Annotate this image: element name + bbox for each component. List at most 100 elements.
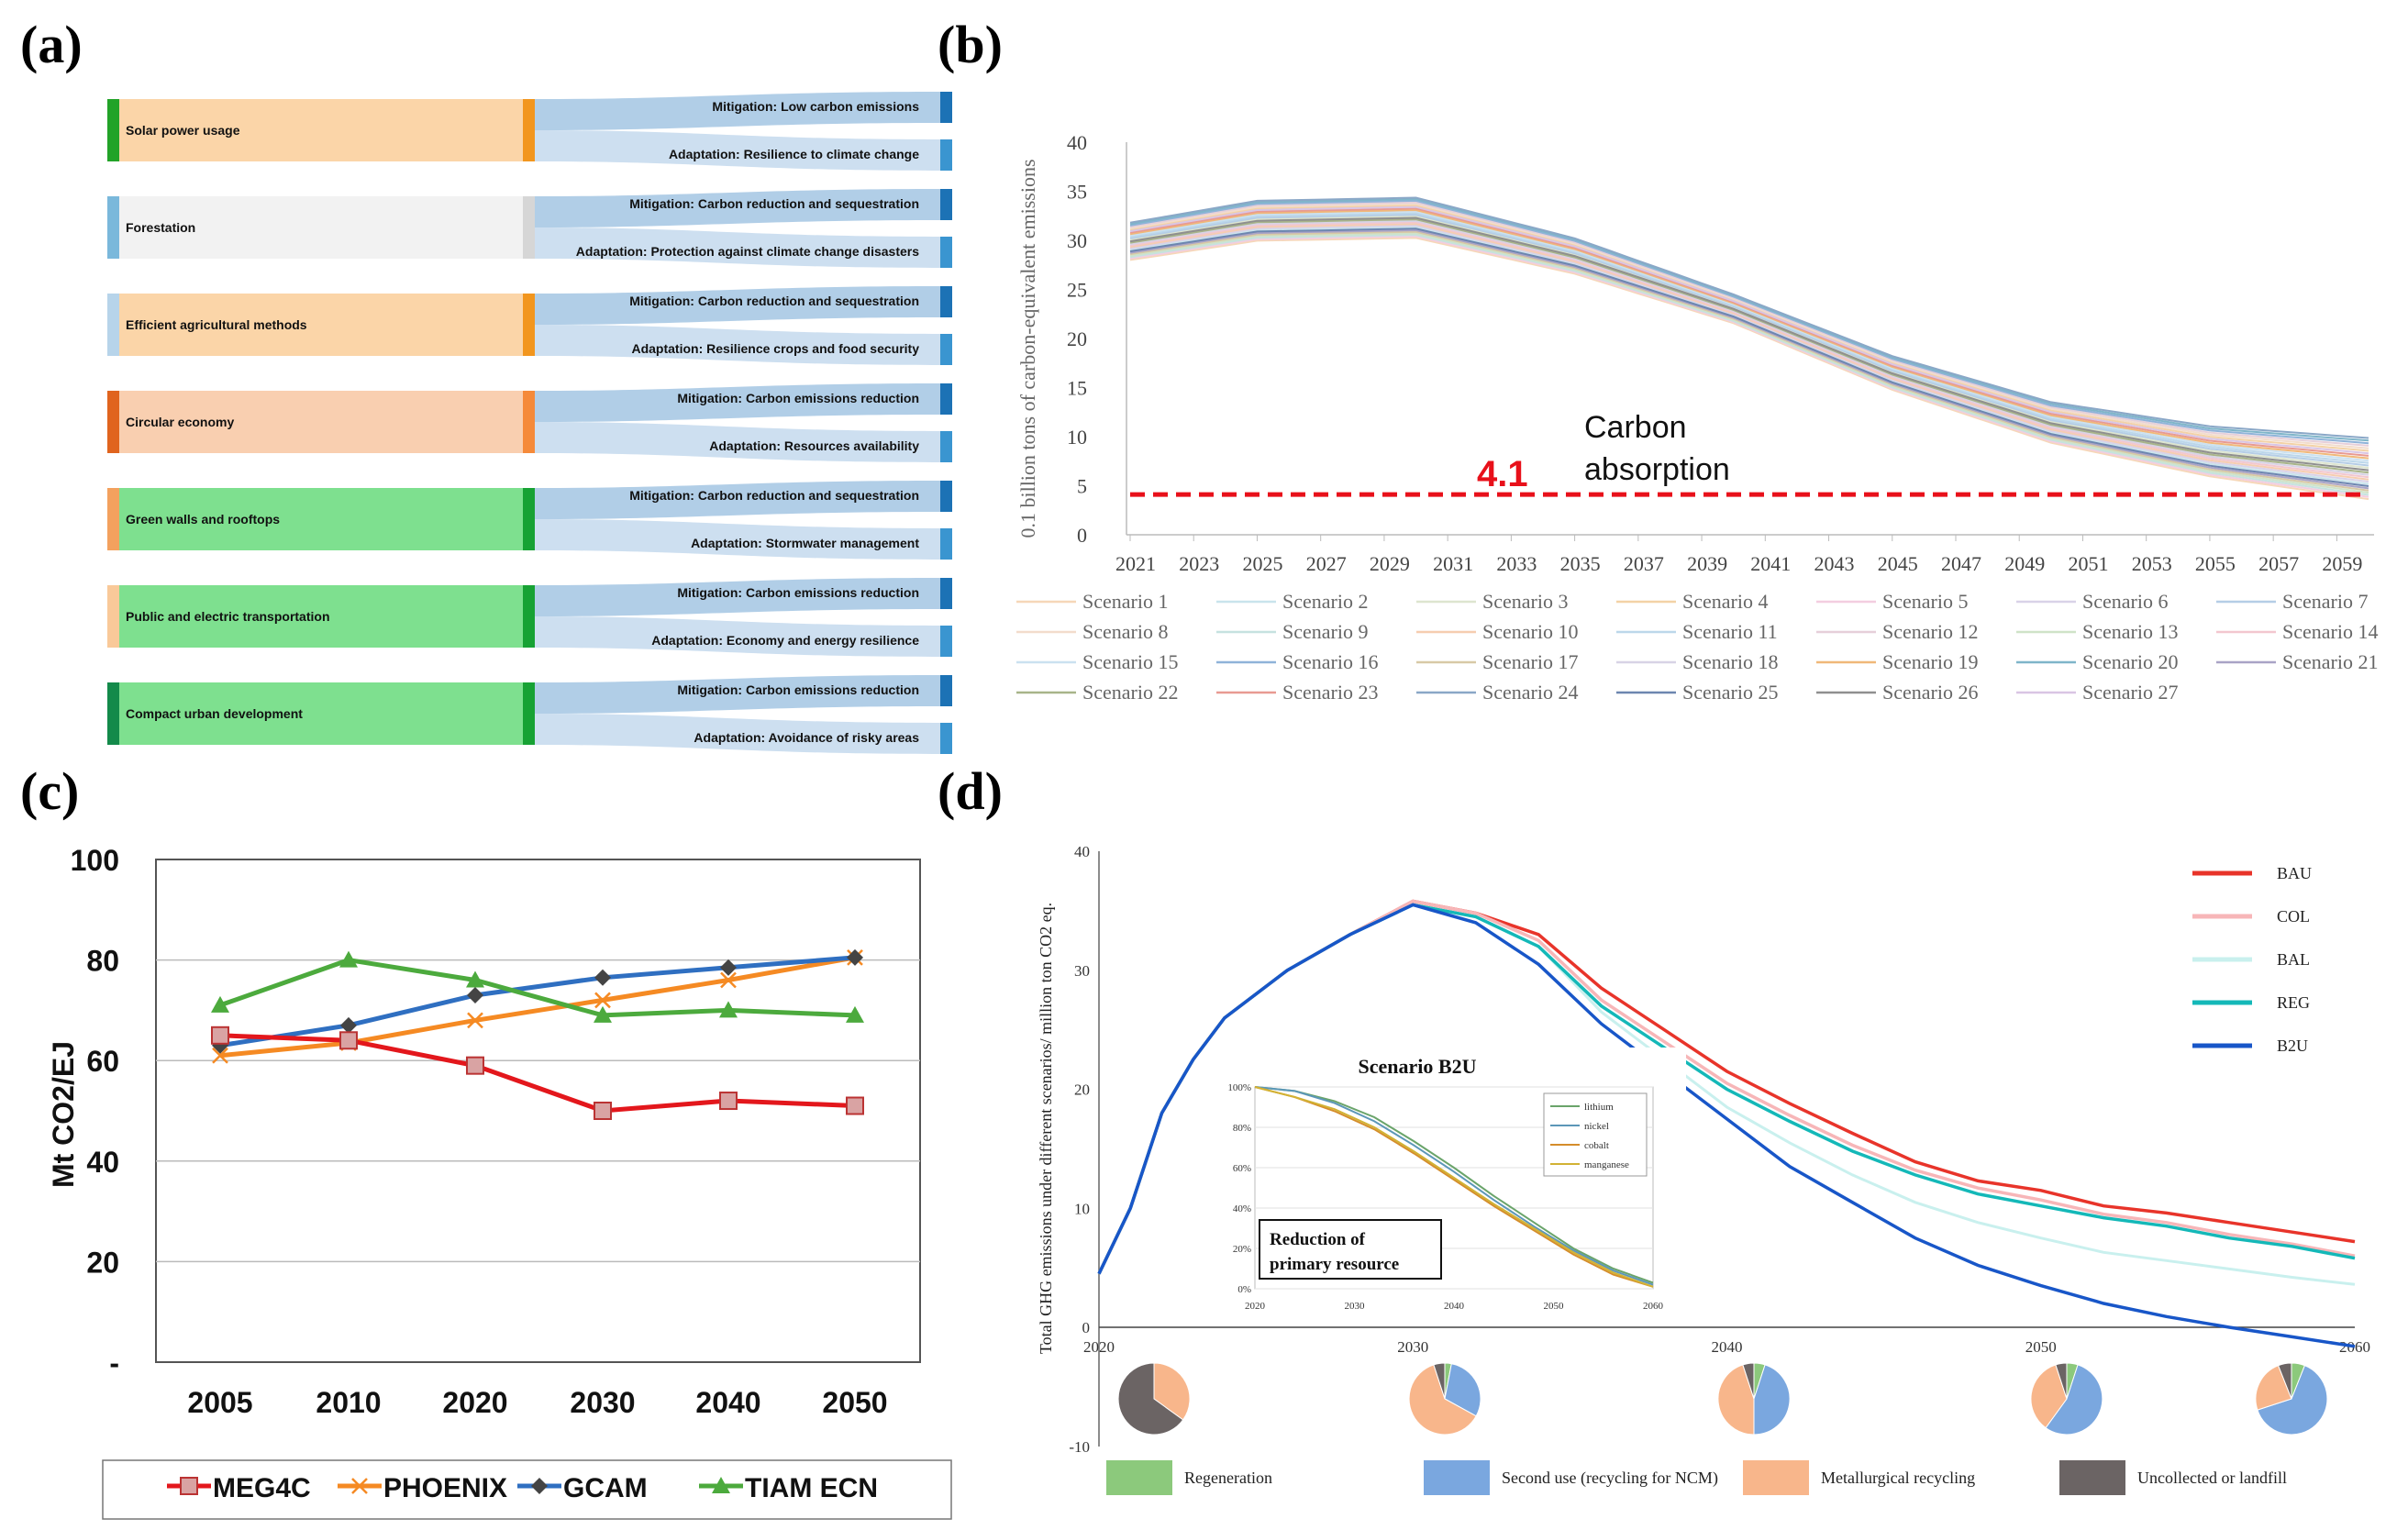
c-legend-label: TIAM ECN bbox=[745, 1473, 878, 1503]
legend-label-scenario-3: Scenario 3 bbox=[1482, 590, 1568, 613]
scenario-line-8 bbox=[1129, 203, 2369, 449]
panel-b-legend: Scenario 1 Scenario 2 Scenario 3 Scenario 4… bbox=[1016, 590, 2378, 704]
source-block-4 bbox=[119, 488, 523, 550]
inset-ytick: 20% bbox=[1233, 1244, 1251, 1255]
source-label-4: Green walls and rooftops bbox=[126, 512, 280, 527]
source-right-bar-2 bbox=[523, 294, 535, 356]
legend-label-scenario-22: Scenario 22 bbox=[1082, 681, 1178, 704]
target-bar-6-1 bbox=[940, 723, 952, 754]
scenario-line-11 bbox=[1129, 212, 2369, 464]
b-xtick: 2045 bbox=[1878, 552, 1918, 575]
b-ytick: 35 bbox=[1067, 181, 1087, 204]
legend-label-scenario-27: Scenario 27 bbox=[2082, 681, 2178, 704]
pie-2020-slice-2 bbox=[1153, 1362, 1191, 1421]
c-series-line-phoenix bbox=[219, 955, 856, 1059]
legend-label-scenario-12: Scenario 12 bbox=[1882, 620, 1978, 643]
target-bar-1-1 bbox=[940, 237, 952, 268]
b-xtick: 2021 bbox=[1115, 552, 1156, 575]
c-xtick: 2050 bbox=[822, 1386, 887, 1419]
scenario-line-27 bbox=[1129, 205, 2369, 455]
scenario-line-2 bbox=[1129, 226, 2369, 485]
c-ytick: 20 bbox=[86, 1246, 119, 1279]
c-point-tiam-ecn bbox=[719, 1001, 738, 1018]
d-ytick: 40 bbox=[1074, 843, 1090, 860]
legend-label-scenario-1: Scenario 1 bbox=[1082, 590, 1168, 613]
source-label-2: Efficient agricultural methods bbox=[126, 317, 307, 332]
target-bar-6-0 bbox=[940, 675, 952, 706]
c-legend-marker bbox=[531, 1478, 548, 1494]
flow-2-1 bbox=[535, 325, 940, 365]
c-point-gcam bbox=[594, 969, 611, 986]
b-ytick: 25 bbox=[1067, 279, 1087, 302]
source-bar-3 bbox=[107, 391, 119, 453]
pie-legend-swatch-0 bbox=[1106, 1460, 1172, 1495]
panel-d-pies bbox=[1117, 1362, 2328, 1436]
c-point-gcam bbox=[340, 1016, 357, 1034]
target-bar-2-0 bbox=[940, 286, 952, 317]
d-ytick: 10 bbox=[1074, 1200, 1090, 1217]
flow-5-1 bbox=[535, 616, 940, 657]
flow-3-1 bbox=[535, 422, 940, 462]
source-block-5 bbox=[119, 585, 523, 648]
pie-legend-label-3: Uncollected or landfill bbox=[2137, 1469, 2287, 1487]
c-xtick: 2010 bbox=[316, 1386, 381, 1419]
b-xtick: 2047 bbox=[1941, 552, 1981, 575]
panel-b-line-chart: 0.1 billion tons of carbon-equivalent em… bbox=[1016, 131, 2378, 704]
target-label-0-0: Mitigation: Low carbon emissions bbox=[712, 99, 919, 114]
source-bar-4 bbox=[107, 488, 119, 550]
legend-label-scenario-4: Scenario 4 bbox=[1682, 590, 1768, 613]
c-xtick: 2005 bbox=[187, 1386, 252, 1419]
scenario-line-3 bbox=[1129, 215, 2369, 469]
panel-d-y-axis-label: Total GHG emissions under different scen… bbox=[1037, 903, 1055, 1354]
scenario-line-14 bbox=[1129, 221, 2369, 479]
c-xtick: 2040 bbox=[695, 1386, 760, 1419]
scenario-line-15 bbox=[1129, 210, 2369, 462]
legend-label-scenario-17: Scenario 17 bbox=[1482, 650, 1578, 673]
pie-2030-slice-1 bbox=[1444, 1363, 1481, 1417]
c-point-meg4c bbox=[211, 1026, 229, 1045]
inset-xtick: 2030 bbox=[1345, 1301, 1366, 1312]
b-xtick: 2031 bbox=[1433, 552, 1473, 575]
c-legend-marker bbox=[712, 1477, 730, 1493]
scenario-line-21 bbox=[1129, 228, 2369, 490]
target-bar-3-0 bbox=[940, 383, 952, 415]
legend-label-scenario-23: Scenario 23 bbox=[1282, 681, 1378, 704]
pie-2030-slice-3 bbox=[1433, 1362, 1446, 1400]
scenario-line-26 bbox=[1129, 216, 2369, 471]
inset-xtick: 2020 bbox=[1245, 1301, 1266, 1312]
inset-ytick: 0% bbox=[1237, 1284, 1251, 1295]
scenario-line-4 bbox=[1129, 204, 2369, 452]
b-ytick: 0 bbox=[1077, 524, 1087, 547]
source-bar-1 bbox=[107, 196, 119, 259]
legend-label-scenario-11: Scenario 11 bbox=[1682, 620, 1778, 643]
annotation-carbon: Carbon bbox=[1584, 410, 1687, 445]
d-legend-label-bau: BAU bbox=[2277, 864, 2312, 882]
legend-label-scenario-15: Scenario 15 bbox=[1082, 650, 1178, 673]
scenario-line-25 bbox=[1129, 227, 2369, 487]
b-xtick: 2059 bbox=[2322, 552, 2362, 575]
legend-label-scenario-10: Scenario 10 bbox=[1482, 620, 1578, 643]
legend-label-scenario-14: Scenario 14 bbox=[2282, 620, 2378, 643]
source-block-3 bbox=[119, 391, 523, 453]
inset-line-cobalt bbox=[1254, 1086, 1654, 1288]
pie-2050-slice-3 bbox=[2055, 1362, 2068, 1400]
source-block-6 bbox=[119, 682, 523, 745]
target-label-1-1: Adaptation: Protection against climate c… bbox=[576, 244, 919, 259]
d-xtick: 2020 bbox=[1083, 1338, 1115, 1356]
inset-legend-label-nickel: nickel bbox=[1584, 1121, 1609, 1132]
c-series-line-gcam bbox=[219, 955, 856, 1048]
b-xtick: 2029 bbox=[1370, 552, 1410, 575]
inset-line-nickel bbox=[1254, 1086, 1654, 1286]
c-legend-label: GCAM bbox=[563, 1473, 648, 1503]
target-label-4-0: Mitigation: Carbon reduction and sequest… bbox=[629, 488, 919, 503]
panel-label-c: (c) bbox=[20, 761, 79, 821]
legend-label-scenario-9: Scenario 9 bbox=[1282, 620, 1368, 643]
c-point-tiam-ecn bbox=[211, 995, 229, 1013]
b-ytick: 5 bbox=[1077, 475, 1087, 498]
scenario-line-9 bbox=[1129, 234, 2369, 496]
legend-label-scenario-19: Scenario 19 bbox=[1882, 650, 1978, 673]
c-xtick: 2030 bbox=[570, 1386, 635, 1419]
legend-label-scenario-20: Scenario 20 bbox=[2082, 650, 2178, 673]
d-xtick: 2030 bbox=[1397, 1338, 1428, 1356]
inset-legend-label-manganese: manganese bbox=[1584, 1159, 1629, 1170]
